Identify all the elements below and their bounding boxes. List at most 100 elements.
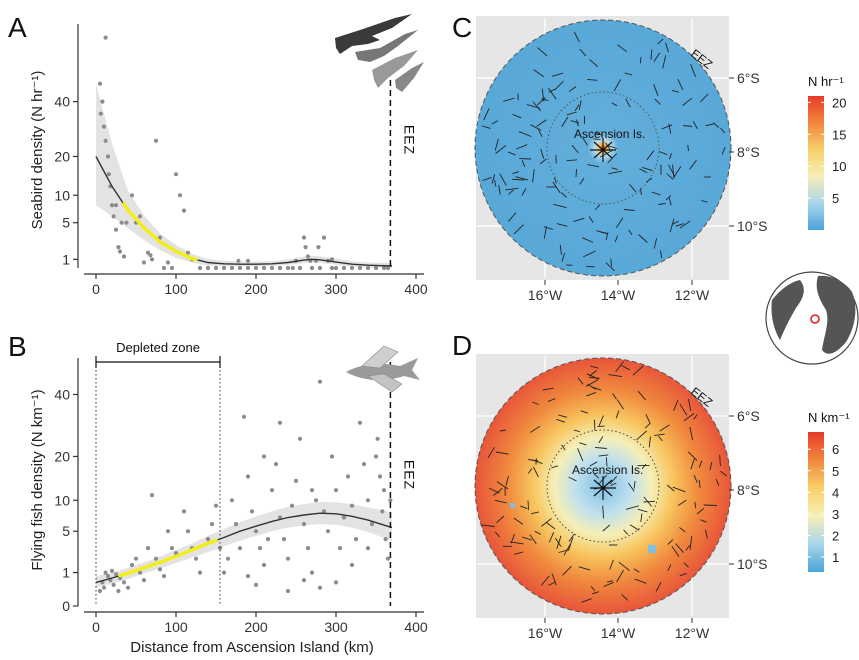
- track-segment: [614, 235, 619, 243]
- fit-highlight: [122, 202, 198, 262]
- data-point: [148, 253, 153, 258]
- lon-tick-label: 16°W: [528, 287, 563, 303]
- track-segment: [542, 387, 554, 391]
- panel-d-track-segments: [481, 361, 727, 603]
- data-point: [105, 574, 111, 579]
- track-segment: [705, 123, 714, 127]
- track-segment: [585, 379, 599, 387]
- y-tick-label: 1: [62, 565, 70, 581]
- track-segment: [703, 504, 717, 506]
- data-point: [165, 529, 171, 534]
- track-segment: [667, 564, 672, 572]
- track-segment: [588, 216, 594, 223]
- data-point: [353, 537, 359, 542]
- track-segment: [566, 159, 578, 162]
- data-point: [213, 265, 219, 271]
- track-segment: [682, 97, 693, 106]
- track-segment: [645, 414, 651, 424]
- track-segment: [529, 534, 537, 545]
- panel-d-low-patch: [648, 545, 656, 553]
- data-point: [169, 546, 175, 551]
- track-segment: [608, 374, 622, 378]
- track-segment: [589, 58, 598, 67]
- track-segment: [556, 418, 566, 423]
- track-segment: [592, 591, 600, 595]
- track-segment: [690, 64, 696, 77]
- data-point: [237, 546, 243, 551]
- data-point: [317, 585, 323, 590]
- y-tick-label: 5: [62, 523, 70, 539]
- track-segment: [721, 146, 726, 155]
- data-point: [181, 208, 187, 213]
- data-point: [297, 265, 303, 271]
- data-point: [375, 436, 380, 441]
- panel-b-depleted-zone-label: Depleted zone: [116, 340, 200, 355]
- track-segment: [540, 575, 550, 586]
- data-point: [380, 509, 385, 514]
- panel-b-fit: [95, 512, 393, 584]
- track-segment: [532, 466, 539, 478]
- y-tick-label: 10: [54, 492, 70, 508]
- data-point: [149, 257, 155, 262]
- track-segment: [668, 197, 672, 206]
- track-segment: [551, 573, 557, 586]
- panel-a-seabird-chart: EEZ 0 100 200 300 400 1 5 10 20 40 Seabird densit…: [29, 14, 428, 297]
- panel-c-island-marker: [590, 138, 616, 162]
- track-segment: [594, 446, 607, 449]
- data-point: [97, 81, 103, 86]
- track-segment: [661, 124, 673, 130]
- track-segment: [559, 244, 562, 255]
- track-segment: [553, 177, 557, 184]
- data-point: [329, 454, 335, 459]
- data-point: [285, 588, 291, 594]
- track-segment: [515, 176, 529, 181]
- track-segment: [552, 72, 564, 77]
- track-segment: [629, 184, 637, 193]
- legend-colorbar: [808, 432, 824, 572]
- data-point: [221, 570, 227, 575]
- data-point: [149, 493, 155, 498]
- track-segment: [611, 167, 618, 170]
- track-segment: [547, 87, 557, 100]
- track-segment: [621, 594, 629, 601]
- track-segment: [605, 232, 609, 240]
- track-segment: [556, 223, 568, 227]
- data-point: [209, 522, 215, 527]
- track-segment: [637, 390, 647, 401]
- data-point: [301, 522, 307, 527]
- track-segment: [481, 125, 491, 129]
- data-point: [119, 220, 124, 225]
- track-segment: [689, 426, 694, 441]
- data-point: [185, 250, 191, 255]
- data-point: [305, 546, 311, 551]
- data-point: [111, 582, 116, 588]
- y-tick-label: 10: [54, 187, 70, 203]
- data-point: [197, 570, 203, 575]
- track-segment: [513, 224, 524, 235]
- x-tick-label: 0: [92, 619, 100, 635]
- lat-tick-label: 10°S: [737, 218, 768, 234]
- track-segment: [613, 79, 622, 92]
- track-segment: [689, 159, 697, 170]
- data-point: [193, 556, 199, 561]
- data-point: [253, 529, 259, 534]
- track-segment: [668, 123, 672, 134]
- track-segment: [499, 173, 507, 186]
- track-segment: [690, 458, 695, 470]
- track-segment: [589, 370, 597, 377]
- track-segment: [605, 457, 608, 467]
- track-segment: [548, 88, 555, 93]
- data-point: [277, 420, 283, 425]
- track-segment: [543, 226, 547, 239]
- track-segment: [574, 104, 580, 112]
- track-segment: [528, 459, 539, 462]
- data-point: [290, 265, 295, 271]
- track-segment: [629, 524, 640, 531]
- track-segment: [705, 529, 708, 539]
- data-point: [185, 529, 191, 534]
- track-segment: [571, 144, 579, 154]
- track-segment: [643, 496, 653, 507]
- track-segment: [562, 565, 572, 576]
- data-point: [357, 420, 363, 425]
- track-segment: [527, 500, 529, 510]
